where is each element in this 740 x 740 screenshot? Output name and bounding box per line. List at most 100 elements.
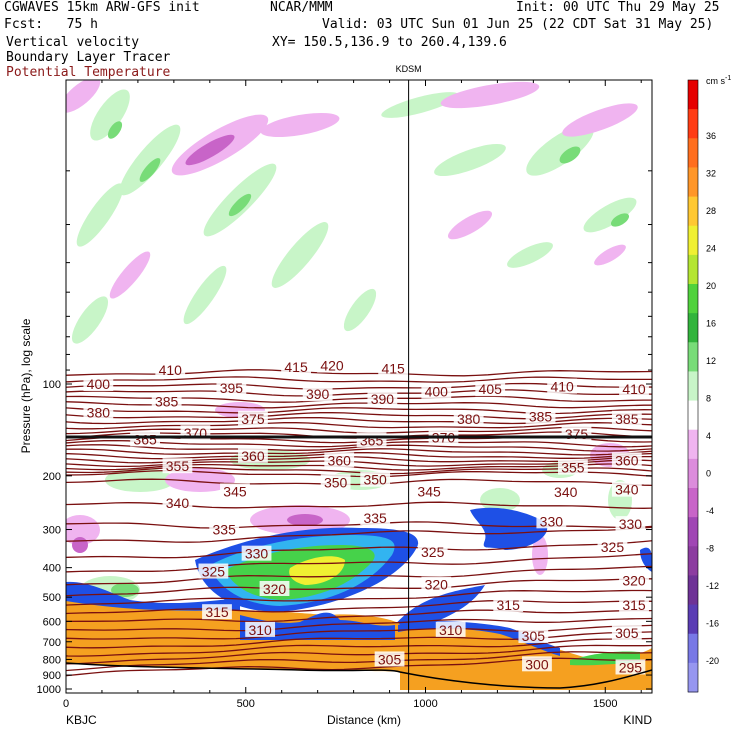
- theta-label-bg: [162, 458, 193, 474]
- field-potential-temperature: Potential Temperature: [6, 65, 171, 80]
- theta-label: 350: [363, 472, 387, 488]
- theta-contour: [66, 631, 652, 649]
- theta-label-bg: [259, 580, 290, 596]
- theta-label: 365: [360, 432, 384, 448]
- y-tick-label: 700: [43, 637, 61, 649]
- colorbar-swatch: [688, 196, 698, 227]
- theta-label: 400: [425, 384, 449, 400]
- x-tick-label: 1500: [593, 698, 617, 710]
- theta-label: 415: [381, 361, 405, 377]
- theta-label-bg: [130, 431, 160, 447]
- theta-label-bg: [421, 383, 452, 399]
- colorbar-label: 36: [706, 131, 716, 141]
- theta-label: 315: [205, 604, 229, 620]
- theta-label: 380: [87, 404, 111, 420]
- theta-contour: [66, 617, 652, 632]
- theta-label: 340: [554, 484, 578, 500]
- theta-label: 295: [619, 659, 643, 675]
- colorbar-swatch: [688, 254, 698, 285]
- colorbar-swatch: [688, 458, 698, 489]
- theta-contour: [66, 478, 652, 487]
- colorbar-label: -4: [706, 506, 714, 516]
- theta-label: 385: [155, 393, 179, 409]
- colorbar-swatch: [688, 429, 698, 460]
- theta-label-bg: [619, 572, 649, 588]
- theta-label-bg: [241, 545, 272, 561]
- colorbar-swatch: [688, 80, 698, 110]
- theta-label-bg: [324, 452, 355, 468]
- theta-contour: [66, 609, 652, 623]
- theta-label-bg: [435, 621, 466, 637]
- colorbar-label: 32: [706, 169, 716, 179]
- theta-label: 305: [378, 651, 402, 667]
- y-tick-label: 1000: [37, 684, 61, 696]
- theta-label: 415: [284, 359, 308, 375]
- theta-contour: [66, 578, 652, 597]
- theta-label-bg: [302, 386, 333, 402]
- colorbar-swatch: [688, 604, 698, 635]
- colorbar-swatch: [688, 138, 698, 168]
- colorbar-label: 4: [706, 431, 711, 441]
- theta-label-bg: [216, 379, 247, 395]
- theta-label: 315: [622, 597, 646, 613]
- terrain-line: [65, 662, 653, 689]
- theta-label: 345: [223, 483, 247, 499]
- colorbar-swatch: [688, 488, 698, 518]
- theta-label: 305: [615, 625, 639, 641]
- colorbar: 36 32 28 24 20 16 12 8 4 0 -4 -8 -12 -16 -20: [687, 79, 719, 693]
- colorbar-label: 24: [706, 244, 716, 254]
- kdsm-label: KDSM: [396, 64, 422, 74]
- theta-label-bg: [547, 378, 578, 394]
- colorbar-label: 28: [706, 206, 716, 216]
- colorbar-label: -20: [706, 656, 719, 666]
- theta-label: 360: [615, 452, 639, 468]
- valid-time: Valid: 03 UTC Sun 01 Jun 25 (22 CDT Sat …: [322, 17, 714, 32]
- y-tick-label: 200: [43, 471, 61, 483]
- theta-label-bg: [522, 656, 552, 672]
- y-tick-label: 500: [43, 592, 61, 604]
- theta-label-bg: [611, 410, 642, 426]
- colorbar-label: 20: [706, 281, 716, 291]
- theta-label: 300: [525, 656, 549, 672]
- colorbar-swatch: [688, 400, 698, 431]
- theta-label: 360: [328, 452, 352, 468]
- colorbar-swatch: [688, 633, 698, 664]
- colorbar-swatch: [688, 225, 698, 256]
- theta-contour: [66, 448, 652, 456]
- theta-label-bg: [317, 357, 347, 373]
- x-axis-title: Distance (km): [327, 713, 401, 727]
- x-tick-label: 1000: [413, 698, 437, 710]
- theta-label: 385: [615, 411, 639, 427]
- station-left: KBJC: [66, 713, 97, 727]
- y-axis-title: Pressure (hPa), log scale: [19, 318, 33, 453]
- theta-contour: [66, 459, 652, 468]
- theta-label-bg: [162, 495, 193, 511]
- theta-label-bg: [550, 484, 581, 500]
- theta-label: 320: [263, 581, 287, 597]
- x-tick-label: 0: [63, 698, 69, 710]
- theta-contour: [66, 565, 652, 586]
- theta-label: 390: [306, 386, 330, 402]
- theta-label-bg: [367, 391, 398, 407]
- theta-contour: [66, 501, 652, 509]
- y-tick-label: 900: [43, 670, 61, 682]
- colorbar-swatch: [688, 517, 698, 547]
- theta-label: 410: [159, 362, 183, 378]
- colorbar-swatch: [688, 342, 698, 372]
- field-vertical-velocity: Vertical velocity: [6, 35, 140, 50]
- theta-label: 310: [248, 622, 272, 638]
- theta-label-bg: [518, 627, 549, 643]
- plot-frame: [65, 79, 653, 694]
- theta-label: 315: [497, 597, 521, 613]
- theta-label-bg: [493, 596, 524, 612]
- colorbar-swatch: [688, 371, 698, 402]
- theta-label-bg: [417, 544, 448, 560]
- colorbar-frame: [687, 79, 699, 693]
- y-tick-label: 300: [43, 525, 61, 537]
- theta-contour: [66, 416, 652, 425]
- forecast-hour: Fcst: 75 h: [4, 17, 98, 32]
- y-tick-label: 600: [43, 616, 61, 628]
- theta-label-bg: [238, 410, 268, 426]
- colorbar-label: 8: [706, 394, 711, 404]
